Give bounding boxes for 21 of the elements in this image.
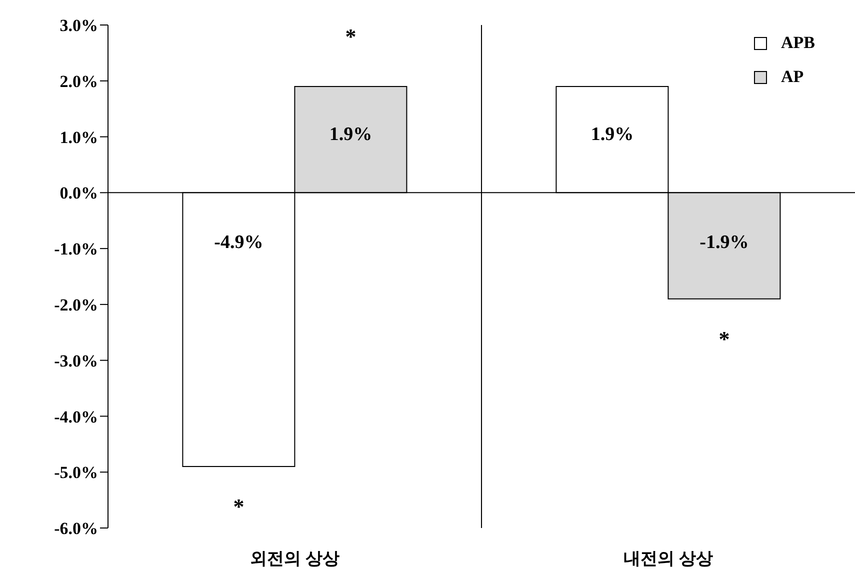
annotation: *: [233, 494, 244, 520]
data-label: 1.9%: [590, 124, 634, 146]
y-tick-label: -4.0%: [54, 407, 98, 426]
legend-label: AP: [781, 67, 804, 87]
x-tick-label: 내전의 상상: [624, 549, 713, 568]
x-tick-label: 외전의 상상: [250, 549, 340, 568]
y-tick-label: -3.0%: [54, 351, 98, 370]
legend-label: APB: [781, 33, 815, 53]
y-tick-label: 1.0%: [60, 128, 98, 147]
y-tick-label: -5.0%: [54, 463, 98, 482]
annotation: *: [718, 326, 730, 352]
y-tick-label: 0.0%: [60, 184, 98, 203]
y-tick-label: -6.0%: [54, 519, 98, 538]
y-tick-label: -2.0%: [54, 295, 98, 314]
data-label: 1.9%: [329, 124, 372, 146]
y-tick-label: -1.0%: [54, 240, 98, 259]
annotation: *: [345, 24, 356, 49]
y-tick-label: 2.0%: [60, 72, 98, 91]
data-label: -4.9%: [214, 232, 264, 254]
y-tick-label: 3.0%: [60, 16, 98, 36]
data-label: -1.9%: [700, 232, 749, 254]
